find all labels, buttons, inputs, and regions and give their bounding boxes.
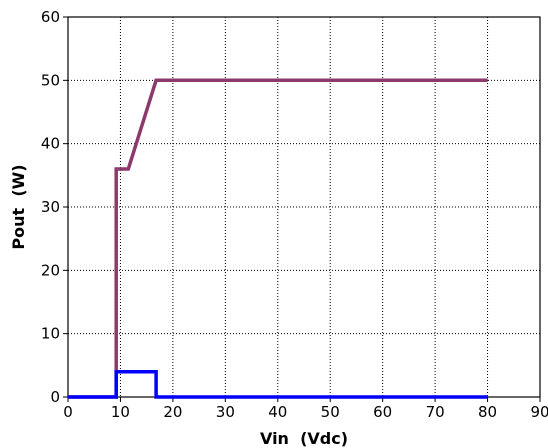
x-tick-label: 90: [530, 403, 548, 421]
x-tick-label: 60: [373, 403, 392, 421]
series-line-1: [68, 78, 488, 399]
y-tick-label: 40: [41, 135, 60, 153]
x-tick-label: 50: [321, 403, 340, 421]
plot-frame: [67, 16, 541, 398]
y-tick-label: 50: [41, 71, 60, 89]
x-tick-label: 80: [478, 403, 497, 421]
x-tick-label: 20: [163, 403, 182, 421]
y-axis-title: Pout (W): [9, 164, 28, 249]
grid: [68, 17, 540, 397]
x-tick-label: 30: [216, 403, 235, 421]
series-group: [68, 78, 488, 399]
y-tick-label: 30: [41, 198, 60, 216]
y-tick-label: 60: [41, 8, 60, 26]
x-tick-label: 70: [426, 403, 445, 421]
x-tick-label: 10: [111, 403, 130, 421]
y-tick-label: 10: [41, 325, 60, 343]
y-tick-label: 0: [50, 388, 60, 406]
x-tick-label: 0: [63, 403, 73, 421]
x-tick-label: 40: [268, 403, 287, 421]
y-tick-label: 20: [41, 261, 60, 279]
axis-ticks: 0 10 20 30 40 50 60 70 80 90 0 10 20 30 40 50 60: [41, 8, 548, 421]
series-line-2: [68, 369, 488, 399]
x-axis-title: Vin (Vdc): [260, 429, 348, 448]
